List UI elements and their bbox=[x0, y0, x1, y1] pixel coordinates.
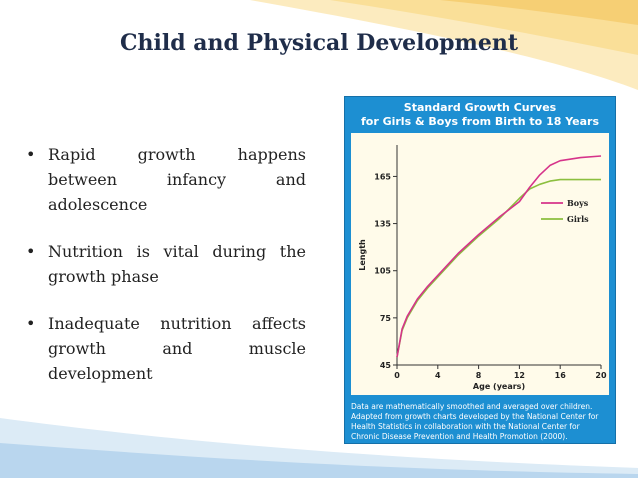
footer-decoration bbox=[0, 418, 638, 478]
x-tick-label: 0 bbox=[394, 371, 400, 380]
x-tick-label: 12 bbox=[514, 371, 525, 380]
x-axis-label: Age (years) bbox=[473, 382, 525, 391]
y-tick-label: 135 bbox=[374, 220, 391, 229]
series-line-girls bbox=[396, 178, 601, 358]
bullet-dot-icon: • bbox=[26, 242, 36, 261]
y-tick-label: 105 bbox=[374, 267, 391, 276]
legend-label-boys: Boys bbox=[567, 198, 589, 208]
x-tick-label: 4 bbox=[435, 371, 441, 380]
bullet-item: • Inadequate nutrition affects growth an… bbox=[26, 311, 306, 386]
y-tick-label: 165 bbox=[374, 172, 391, 181]
series-line-boys bbox=[396, 155, 602, 358]
growth-chart: 45 75 105 135 165 0 4 8 12 16 20 Age (years) Length B… bbox=[358, 145, 607, 391]
figure-title-line1: Standard Growth Curves bbox=[403, 101, 557, 114]
bullet-item: • Nutrition is vital during the growth p… bbox=[26, 239, 306, 289]
y-tick-label: 45 bbox=[380, 361, 392, 370]
header-decoration bbox=[250, 0, 638, 90]
plot-area: 45 75 105 135 165 0 4 8 12 16 20 Age (years) Length B… bbox=[351, 133, 609, 395]
figure-caption: Data are mathematically smoothed and ave… bbox=[351, 402, 599, 441]
figure-title: Standard Growth Curves for Girls & Boys … bbox=[345, 101, 615, 129]
bullet-dot-icon: • bbox=[26, 145, 36, 164]
y-tick-label: 75 bbox=[380, 314, 392, 323]
legend-label-girls: Girls bbox=[567, 214, 589, 224]
x-tick-label: 20 bbox=[595, 371, 607, 380]
bullet-dot-icon: • bbox=[26, 314, 36, 333]
slide-title: Child and Physical Development bbox=[120, 30, 518, 56]
x-tick-label: 16 bbox=[555, 371, 567, 380]
bullet-text: Nutrition is vital during the growth pha… bbox=[48, 242, 306, 286]
x-tick-label: 8 bbox=[476, 371, 482, 380]
bullet-item: • Rapid growth happens between infancy a… bbox=[26, 142, 306, 217]
growth-chart-figure: Standard Growth Curves for Girls & Boys … bbox=[344, 96, 616, 444]
bullet-list: • Rapid growth happens between infancy a… bbox=[26, 142, 306, 408]
y-axis-label: Length bbox=[358, 239, 367, 271]
bullet-text: Rapid growth happens between infancy and… bbox=[48, 145, 306, 214]
bullet-text: Inadequate nutrition affects growth and … bbox=[48, 314, 306, 383]
figure-title-line2: for Girls & Boys from Birth to 18 Years bbox=[360, 115, 600, 128]
